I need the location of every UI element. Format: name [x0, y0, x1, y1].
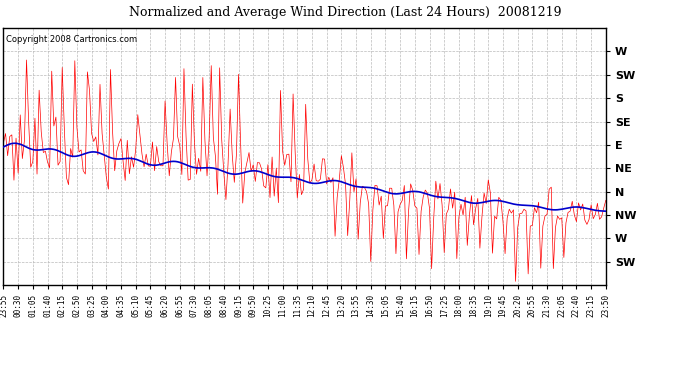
Text: Copyright 2008 Cartronics.com: Copyright 2008 Cartronics.com [6, 34, 137, 44]
Text: Normalized and Average Wind Direction (Last 24 Hours)  20081219: Normalized and Average Wind Direction (L… [129, 6, 561, 19]
